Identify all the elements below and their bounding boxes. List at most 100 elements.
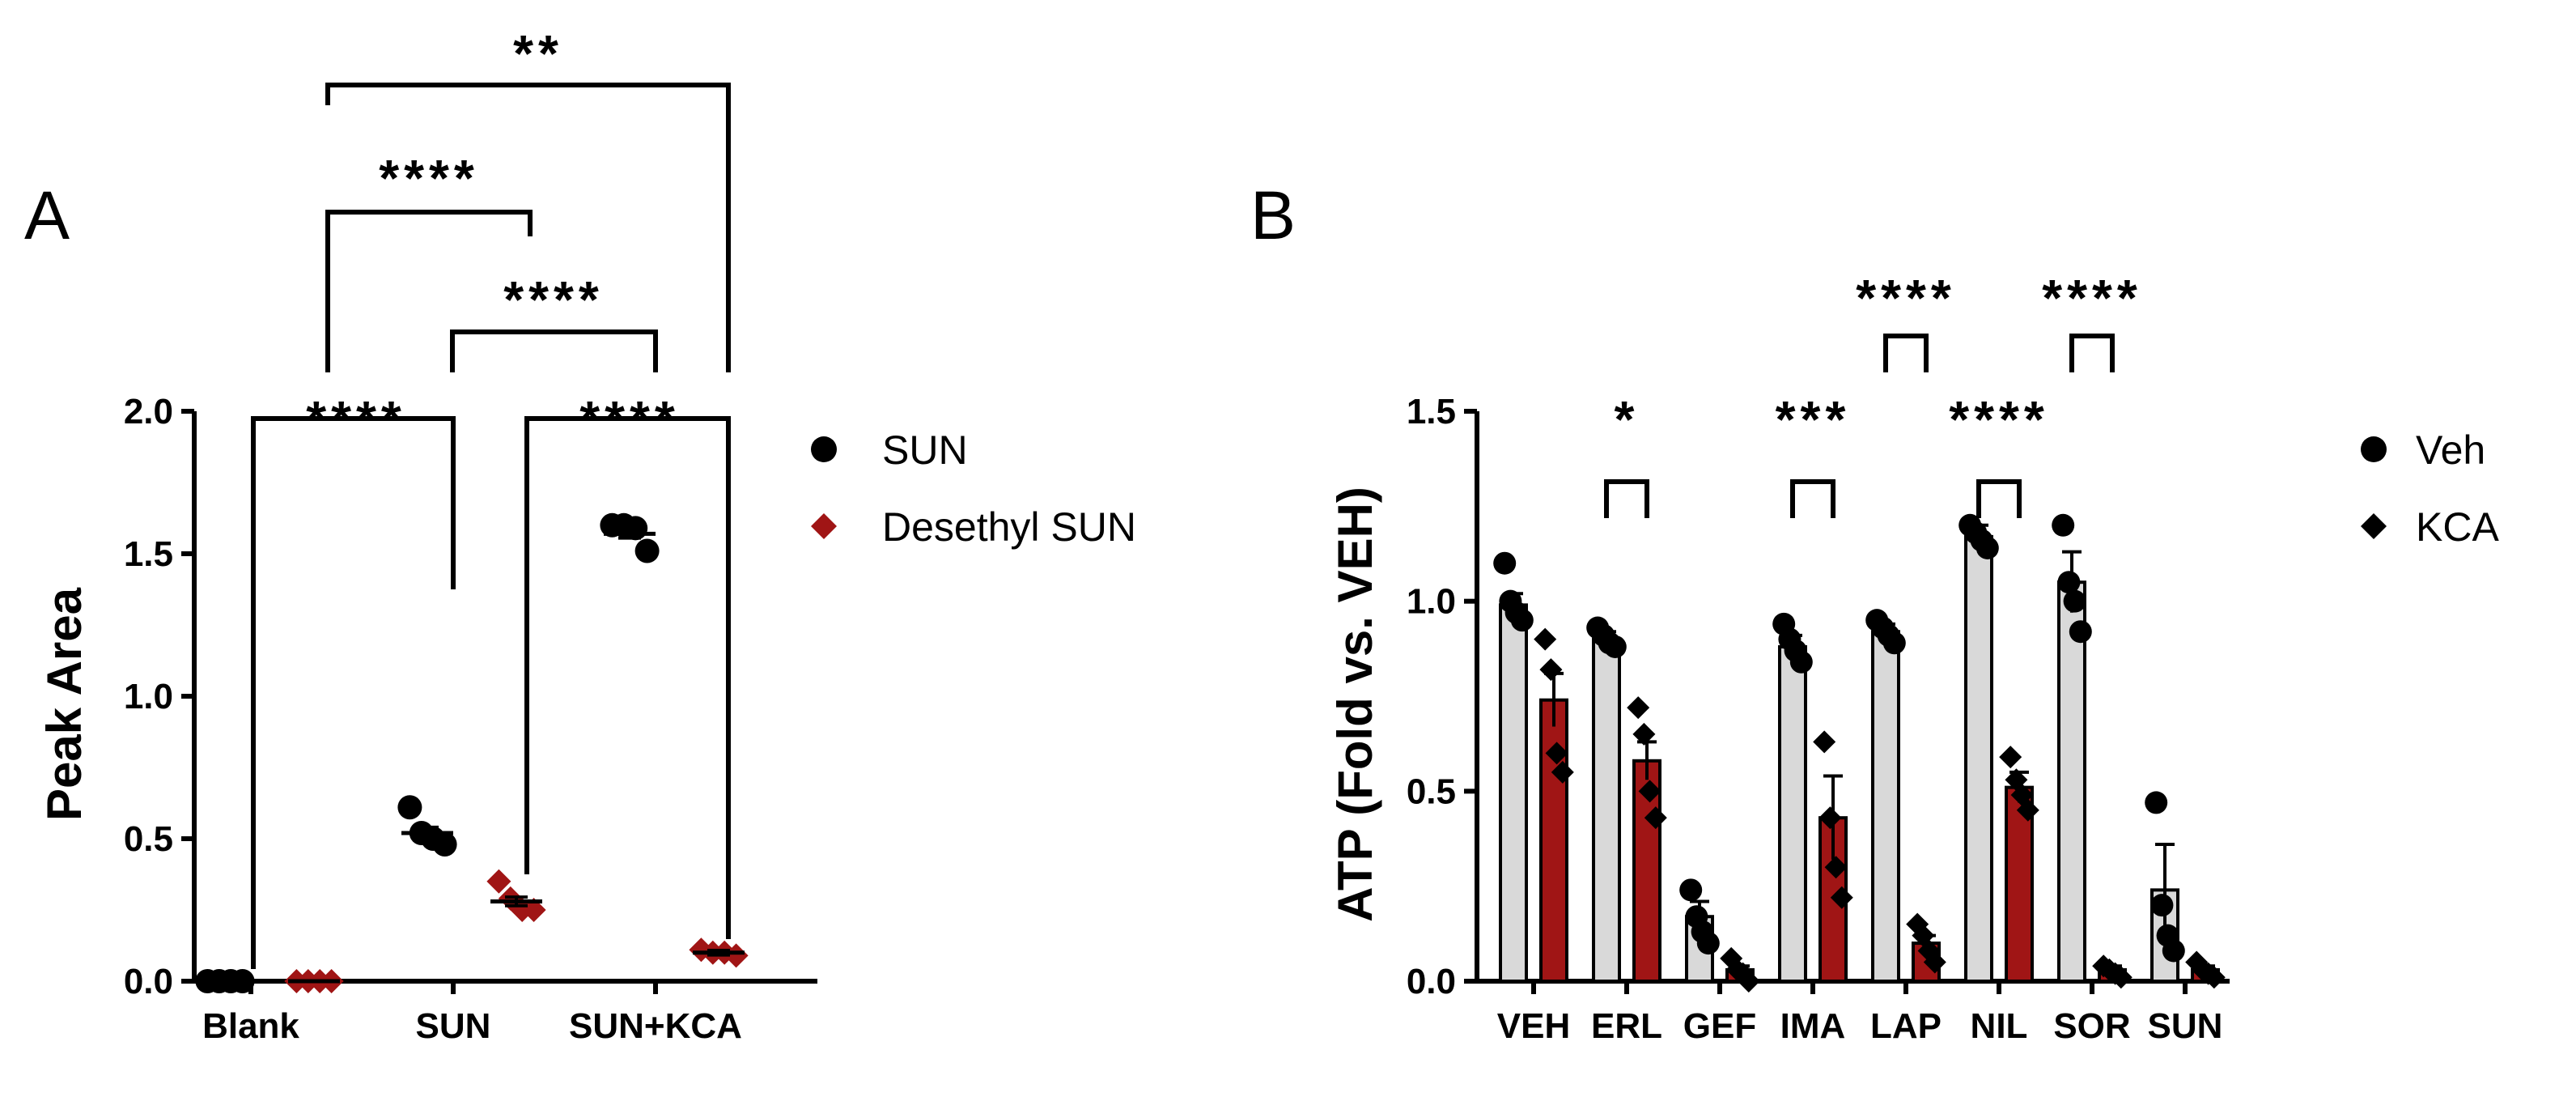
panel-a-point bbox=[486, 869, 511, 894]
panel-b-legend: Veh KCA bbox=[2361, 427, 2499, 550]
legend-a-sun-marker bbox=[811, 436, 837, 462]
legend-b-veh: Veh bbox=[2416, 427, 2485, 473]
panel-b-bar bbox=[1539, 698, 1568, 984]
panel-b-significance-label: **** bbox=[2042, 269, 2142, 327]
panel-b-point bbox=[1882, 631, 1906, 655]
panel-a-significance-bracket bbox=[524, 416, 731, 939]
panel-b-point bbox=[1818, 806, 1842, 830]
panel-b-point bbox=[1975, 536, 1999, 559]
panel-b-point bbox=[2063, 589, 2086, 613]
panel-a-significance-label: ** bbox=[513, 24, 563, 83]
legend-b-kca: KCA bbox=[2416, 504, 2499, 550]
panel-b-point bbox=[1644, 806, 1667, 830]
panel-b-category-label: SUN bbox=[2148, 1006, 2223, 1046]
panel-b-point bbox=[2202, 966, 2226, 989]
panel-b-point bbox=[2150, 894, 2174, 917]
panel-b-point bbox=[1534, 627, 1557, 651]
panel-b-bar bbox=[1964, 534, 1993, 983]
panel-a-point bbox=[432, 832, 457, 857]
panel-b-category-label: GEF bbox=[1683, 1006, 1756, 1046]
panel-b-point bbox=[1999, 746, 2022, 769]
panel-b-significance-label: *** bbox=[1776, 390, 1851, 448]
panel-a-ytick-label: 2.0 bbox=[124, 392, 173, 431]
panel-a-category-label: Blank bbox=[202, 1006, 299, 1046]
legend-a-sun: SUN bbox=[882, 427, 968, 473]
panel-b-point bbox=[1551, 760, 1574, 784]
panel-a-point bbox=[724, 943, 749, 968]
panel-a-ytick-label: 1.5 bbox=[124, 534, 173, 574]
panel-a-category-label: SUN bbox=[416, 1006, 491, 1046]
panel-b-point bbox=[2109, 966, 2133, 989]
panel-b-point bbox=[1813, 730, 1836, 754]
panel-b-point bbox=[1603, 635, 1627, 658]
panel-b-point bbox=[1638, 780, 1661, 803]
panel-b-point bbox=[2162, 939, 2185, 963]
panel-b-point bbox=[1627, 696, 1650, 720]
panel-b-point bbox=[2057, 571, 2081, 594]
panel-a-label: A bbox=[24, 177, 70, 253]
panel-a-significance-bracket bbox=[325, 83, 731, 372]
panel-b-ytick-label: 1.5 bbox=[1407, 392, 1456, 431]
panel-b-point bbox=[1632, 722, 1656, 746]
panel-b-label: B bbox=[1250, 177, 1296, 253]
legend-a-desethyl-sun: Desethyl SUN bbox=[882, 504, 1136, 550]
panel-a-significance-bracket bbox=[325, 210, 533, 372]
panel-a-ytick-label: 0.0 bbox=[124, 962, 173, 1001]
panel-b-point bbox=[1679, 878, 1703, 902]
panel-a-significance-label: **** bbox=[306, 390, 406, 448]
panel-b-significance-label: * bbox=[1615, 390, 1640, 448]
panel-b-category-label: NIL bbox=[1971, 1006, 2028, 1046]
panel-a-ytick-label: 0.5 bbox=[124, 819, 173, 859]
panel-b-ytick-label: 0.0 bbox=[1407, 962, 1456, 1001]
panel-b-significance-bracket bbox=[2069, 334, 2115, 372]
panel-b-point bbox=[1923, 950, 1946, 974]
panel-b-category-label: ERL bbox=[1591, 1006, 1662, 1046]
panel-a-legend: SUN Desethyl SUN bbox=[811, 427, 1136, 550]
panel-b-bar bbox=[1778, 644, 1807, 984]
panel-b-point bbox=[1510, 609, 1534, 632]
panel-b-significance-bracket bbox=[1883, 334, 1929, 372]
panel-a-ytick-label: 1.0 bbox=[124, 677, 173, 716]
panel-b-category-label: SOR bbox=[2053, 1006, 2130, 1046]
panel-a-significance-label: **** bbox=[579, 390, 680, 448]
panel-b-bar bbox=[1871, 630, 1900, 983]
panel-b-ytick-label: 0.5 bbox=[1407, 772, 1456, 811]
panel-b-category-label: VEH bbox=[1497, 1006, 1570, 1046]
panel-b-point bbox=[2069, 620, 2092, 644]
panel-a-category-label: SUN+KCA bbox=[569, 1006, 742, 1046]
panel-b-significance-bracket bbox=[1604, 479, 1649, 518]
panel-b-point bbox=[1696, 932, 1720, 955]
panel-b-point bbox=[1824, 856, 1848, 879]
panel-a-significance-label: **** bbox=[379, 149, 479, 207]
panel-b-point bbox=[2016, 798, 2039, 822]
panel-b-point bbox=[2052, 513, 2075, 537]
panel-b-point bbox=[1737, 970, 1760, 993]
panel-b-point bbox=[1539, 658, 1563, 682]
panel-b-bar bbox=[1592, 637, 1621, 983]
panel-b-category-label: IMA bbox=[1780, 1006, 1846, 1046]
legend-b-veh-marker bbox=[2361, 436, 2387, 462]
panel-a-point bbox=[521, 898, 546, 922]
panel-a-significance-label: **** bbox=[503, 270, 604, 329]
legend-b-kca-marker bbox=[2361, 513, 2387, 539]
panel-b-significance-bracket bbox=[1976, 479, 2022, 518]
panel-b-ytick-label: 1.0 bbox=[1407, 582, 1456, 622]
panel-a-point bbox=[397, 795, 422, 820]
panel-b-significance-label: **** bbox=[1949, 390, 2049, 448]
panel-b-point bbox=[1545, 742, 1568, 765]
panel-b-category-label: LAP bbox=[1870, 1006, 1942, 1046]
panel-b-point bbox=[2145, 791, 2168, 814]
panel-b-significance-bracket bbox=[1790, 479, 1835, 518]
panel-a-point bbox=[634, 538, 660, 563]
panel-b-significance-label: **** bbox=[1856, 269, 1956, 327]
panel-a-significance-bracket bbox=[251, 416, 456, 969]
panel-a-significance-bracket bbox=[450, 329, 658, 372]
panel-b-point bbox=[1830, 886, 1853, 909]
legend-a-desethyl-sun-marker bbox=[811, 513, 837, 539]
panel-b-ylabel: ATP (Fold vs. VEH) bbox=[1328, 487, 1382, 922]
panel-b-point bbox=[1493, 551, 1517, 575]
panel-b-bar bbox=[1499, 603, 1528, 983]
